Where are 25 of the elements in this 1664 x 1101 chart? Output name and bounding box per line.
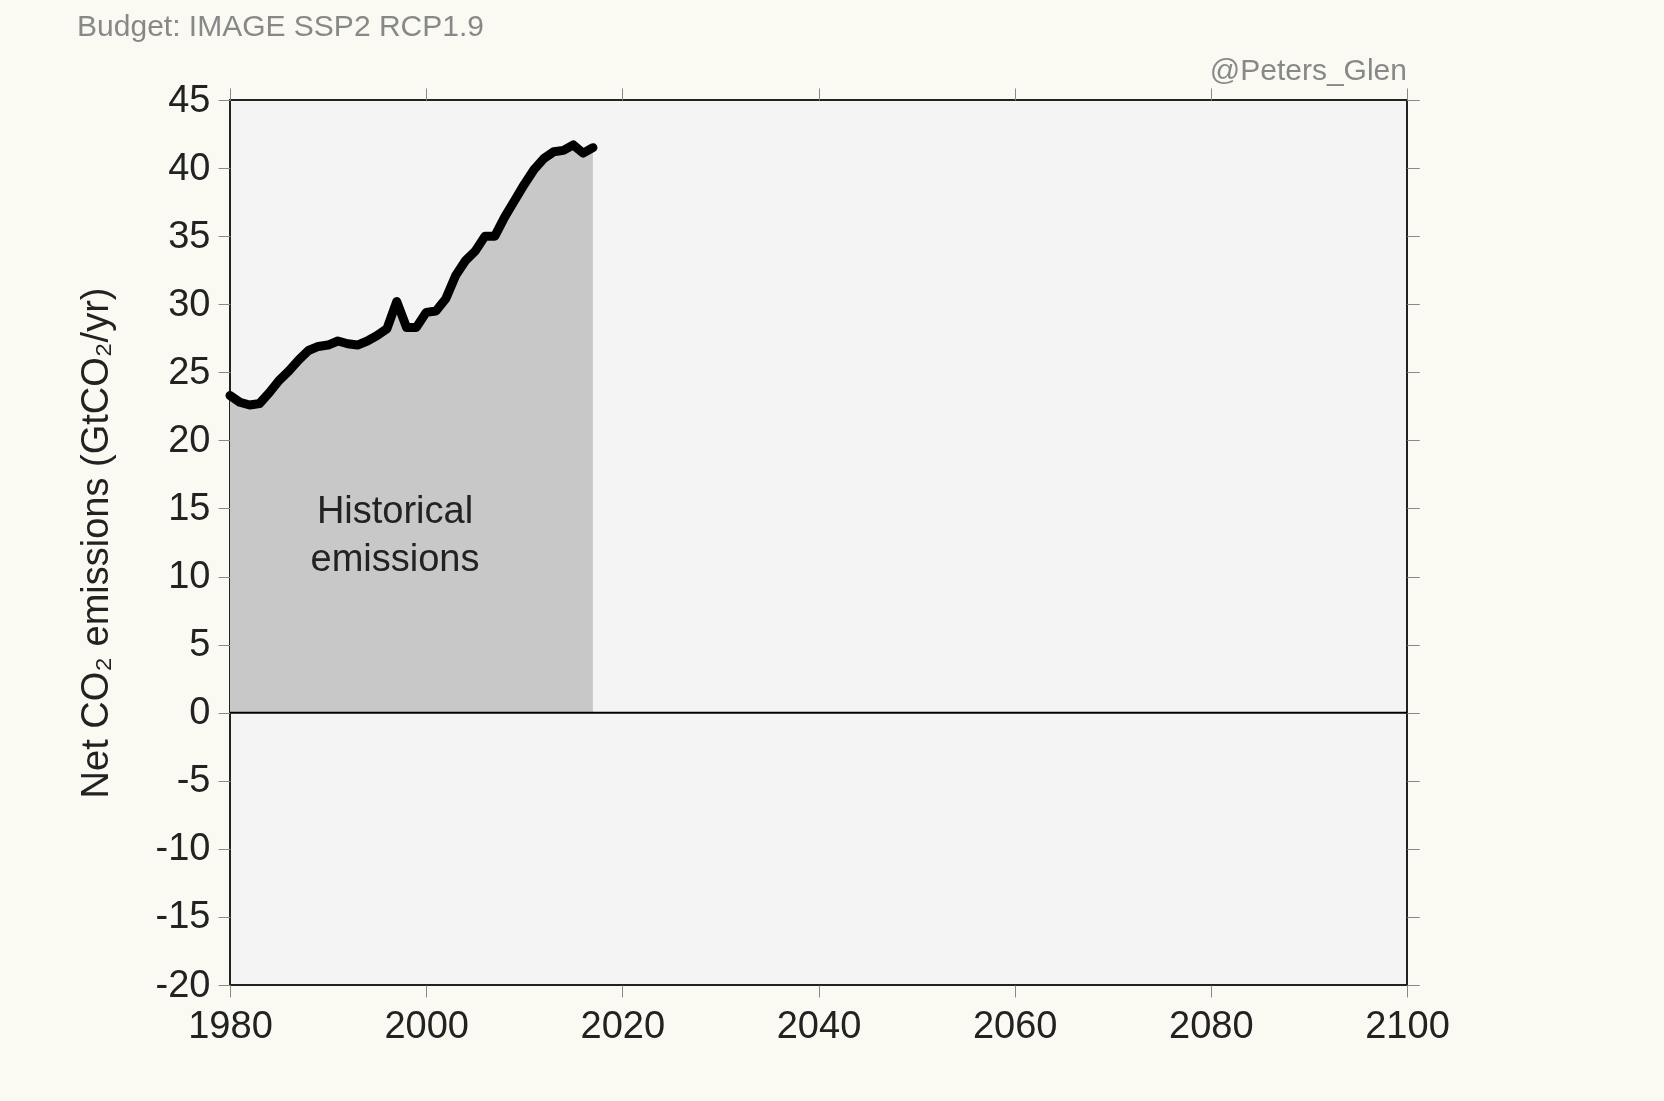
y-tick-label: -20: [155, 962, 211, 1005]
x-tick-label: 2080: [1169, 1003, 1254, 1046]
chart-title: Budget: IMAGE SSP2 RCP1.9: [77, 9, 484, 42]
y-tick-label: -10: [155, 826, 211, 869]
y-tick-label: 30: [168, 281, 211, 324]
y-tick-label: 40: [168, 145, 211, 188]
y-tick-label: 45: [168, 77, 211, 120]
x-tick-label: 2020: [580, 1003, 666, 1046]
y-tick-label: -5: [176, 758, 211, 801]
y-tick-label: 10: [168, 554, 211, 597]
annotation: Historical emissions: [310, 489, 480, 579]
x-tick-label: 2000: [384, 1003, 469, 1046]
y-tick-label: 5: [189, 622, 211, 665]
x-tick-label: 2100: [1365, 1003, 1450, 1046]
y-tick-label: 20: [168, 417, 211, 460]
x-tick-label: 2060: [972, 1003, 1058, 1046]
y-tick-label: 0: [189, 690, 211, 733]
y-tick-label: 35: [168, 213, 211, 256]
y-tick-label: 15: [168, 485, 211, 528]
x-tick-label: 2040: [776, 1003, 862, 1046]
y-axis-title: Net CO₂ emissions (GtCO₂/yr): [73, 287, 116, 799]
y-tick-label: -15: [155, 894, 211, 937]
text: @Peters_Glen: [1209, 53, 1407, 86]
y-tick-label: 25: [168, 349, 211, 392]
x-tick-label: 1980: [188, 1003, 273, 1046]
